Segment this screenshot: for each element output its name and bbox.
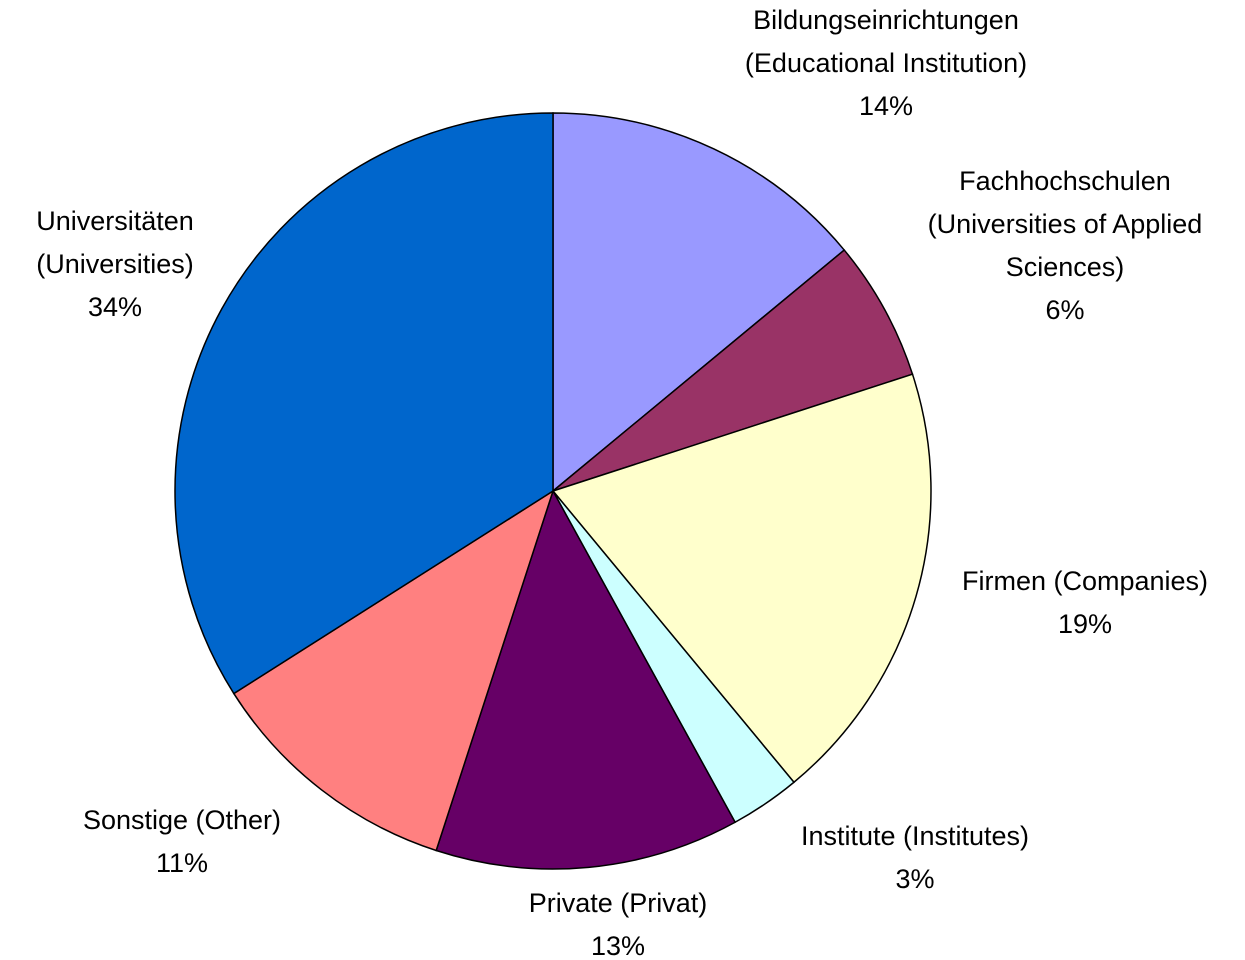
slice-label: Firmen (Companies) (962, 566, 1208, 596)
label-line: (Educational Institution) (745, 48, 1027, 78)
slice-label: Institute (Institutes) (801, 821, 1029, 851)
label-line: Private (Privat) (529, 888, 708, 918)
pie-slice (552, 248, 914, 492)
label-line: (Universities) (36, 249, 194, 279)
label-line: Institute (Institutes) (801, 821, 1029, 851)
label-line: Sonstige (Other) (83, 805, 281, 835)
label-line: Firmen (Companies) (962, 566, 1208, 596)
value-label: 11% (156, 848, 208, 878)
value-label: 14% (859, 91, 913, 121)
value-label: 3% (895, 864, 934, 894)
label-line: Sciences) (1006, 252, 1125, 282)
pie-slice (232, 489, 555, 852)
pie-slice (435, 489, 737, 870)
pie-slice (551, 373, 932, 784)
slice-label: Private (Privat) (529, 888, 708, 918)
label-line: (Universities of Applied (928, 209, 1203, 239)
label-line: Bildungseinrichtungen (753, 5, 1019, 35)
pie-slice (552, 112, 846, 493)
pie-slice (174, 112, 554, 695)
slice-label: Bildungseinrichtungen (Educational Instit… (745, 5, 1027, 78)
value-label: 6% (1045, 295, 1084, 325)
value-label: 13% (591, 931, 645, 960)
label-line: Universitäten (36, 206, 194, 236)
slice-label: Fachhochschulen (Universities of Applied S… (928, 166, 1203, 282)
slice-label: Universitäten (Universities) (36, 206, 194, 279)
label-line: Fachhochschulen (959, 166, 1171, 196)
slice-label: Sonstige (Other) (83, 805, 281, 835)
value-label: 19% (1058, 609, 1112, 639)
value-label: 34% (88, 292, 142, 322)
